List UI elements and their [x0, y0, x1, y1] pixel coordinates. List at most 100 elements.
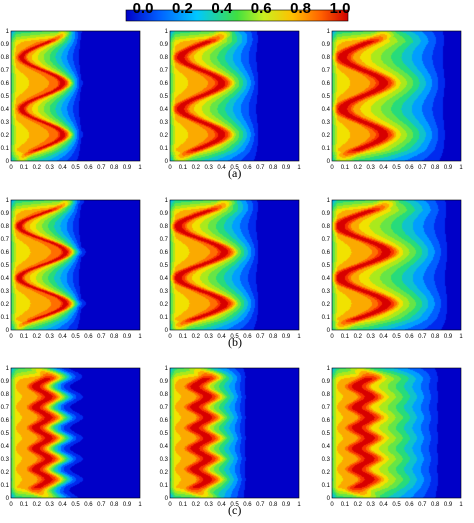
x-tick-label: 1 — [138, 502, 142, 508]
x-tick-label: 1 — [459, 502, 463, 508]
y-tick-label: 1 — [165, 366, 169, 372]
x-tick-label: 0.5 — [230, 165, 239, 171]
contour-panel: 0 0.1 0.2 0.3 0.4 0.5 0.6 0.7 0.8 0.9 100.10.20.30… — [322, 366, 464, 508]
y-tick-label: 1 — [327, 198, 331, 204]
contour-panel: 0 0.1 0.2 0.3 0.4 0.5 0.6 0.7 0.8 0.9 100.10.20.30… — [322, 29, 464, 171]
x-tick-label: 0 — [9, 334, 13, 340]
y-tick-label: 0.6 — [160, 418, 169, 424]
y-tick-label: 0.8 — [160, 55, 169, 61]
x-tick-label: 0.1 — [179, 502, 188, 508]
x-tick-label: 0.1 — [179, 165, 188, 171]
contour-field — [332, 200, 461, 330]
x-tick-label: 0.9 — [123, 502, 132, 508]
y-tick-label: 0.4 — [322, 444, 331, 450]
row-caption: (c) — [228, 503, 242, 517]
y-tick-label: 0.1 — [322, 483, 331, 489]
y-tick-label: 0.9 — [322, 42, 331, 48]
x-tick-label: 0.9 — [282, 502, 291, 508]
y-tick-label: 0.9 — [1, 211, 10, 217]
y-tick-label: 0.8 — [160, 224, 169, 230]
x-tick-label: 0.3 — [205, 502, 214, 508]
y-tick-label: 0.8 — [322, 55, 331, 61]
y-tick-label: 0.3 — [1, 457, 10, 463]
x-tick-label: 1 — [138, 165, 142, 171]
y-tick-label: 0.7 — [1, 405, 10, 411]
y-tick-label: 0.2 — [160, 133, 169, 139]
y-tick-label: 1 — [165, 29, 169, 35]
x-tick-label: 0.9 — [123, 334, 132, 340]
y-tick-label: 0.6 — [322, 81, 331, 87]
y-tick-label: 0.7 — [160, 405, 169, 411]
contour-field — [11, 200, 140, 330]
y-tick-label: 0.8 — [1, 392, 10, 398]
y-tick-label: 1 — [6, 198, 10, 204]
x-tick-label: 0.8 — [110, 165, 119, 171]
panel-frame — [169, 367, 300, 499]
y-tick-label: 0.7 — [322, 237, 331, 243]
x-tick-label: 0.6 — [405, 165, 414, 171]
x-tick-label: 0.7 — [418, 165, 427, 171]
x-tick-label: 1 — [297, 334, 301, 340]
y-tick-label: 0.2 — [1, 302, 10, 308]
y-tick-label: 0.5 — [160, 263, 169, 269]
y-tick-label: 0.7 — [322, 68, 331, 74]
y-tick-label: 0.4 — [160, 276, 169, 282]
y-tick-label: 0.3 — [322, 289, 331, 295]
y-tick-label: 0.9 — [1, 379, 10, 385]
y-tick-label: 0.6 — [160, 81, 169, 87]
y-tick-label: 0.5 — [322, 94, 331, 100]
x-tick-label: 0.5 — [392, 334, 401, 340]
x-tick-label: 0.3 — [367, 502, 376, 508]
colorbar-tick-label: 0.8 — [290, 0, 311, 17]
y-tick-label: 1 — [6, 366, 10, 372]
x-tick-label: 0.8 — [431, 502, 440, 508]
y-tick-label: 0.7 — [322, 405, 331, 411]
y-tick-label: 0.3 — [160, 289, 169, 295]
y-tick-label: 0.2 — [322, 302, 331, 308]
x-tick-label: 1 — [459, 334, 463, 340]
y-tick-label: 0.4 — [1, 276, 10, 282]
x-tick-label: 0.6 — [84, 334, 93, 340]
y-tick-label: 0.7 — [160, 237, 169, 243]
y-tick-label: 0 — [6, 328, 10, 334]
y-tick-label: 0.5 — [322, 431, 331, 437]
y-tick-label: 0.3 — [322, 457, 331, 463]
y-tick-label: 0.3 — [160, 457, 169, 463]
colorbar-tick-label: 1.0 — [330, 0, 351, 17]
x-tick-label: 0.2 — [33, 165, 42, 171]
x-tick-label: 0.1 — [20, 165, 29, 171]
y-tick-label: 0.6 — [1, 250, 10, 256]
x-tick-label: 0 — [9, 165, 13, 171]
panel-frame — [10, 30, 141, 162]
x-tick-label: 0.2 — [354, 502, 363, 508]
colorbar-gradient — [125, 9, 349, 22]
y-tick-label: 0.3 — [322, 120, 331, 126]
y-tick-label: 0.9 — [160, 379, 169, 385]
y-tick-label: 0.4 — [322, 276, 331, 282]
x-tick-label: 0 — [330, 165, 334, 171]
x-tick-label: 0.3 — [46, 502, 55, 508]
x-tick-label: 0.2 — [33, 502, 42, 508]
y-tick-label: 0.9 — [322, 211, 331, 217]
row-caption: (b) — [228, 335, 242, 349]
colorbar-tick-label: 0.0 — [133, 0, 154, 17]
contour-panel: 0 0.1 0.2 0.3 0.4 0.5 0.6 0.7 0.8 0.9 100.10.20.30… — [1, 198, 143, 340]
x-tick-label: 1 — [138, 334, 142, 340]
y-tick-label: 0.6 — [322, 250, 331, 256]
x-tick-label: 0.9 — [444, 334, 453, 340]
contour-panel: 0 0.1 0.2 0.3 0.4 0.5 0.6 0.7 0.8 0.9 100.10.20.30… — [322, 198, 464, 340]
x-tick-label: 0.1 — [341, 334, 350, 340]
x-tick-label: 0.1 — [179, 334, 188, 340]
panel-frame — [331, 367, 462, 499]
y-tick-label: 0.6 — [1, 418, 10, 424]
contour-panel: 0 0.1 0.2 0.3 0.4 0.5 0.6 0.7 0.8 0.9 100.10.20.30… — [160, 366, 302, 508]
x-tick-label: 0.6 — [405, 334, 414, 340]
contour-field — [332, 31, 461, 161]
contour-field — [11, 368, 140, 498]
x-tick-label: 0.3 — [367, 165, 376, 171]
x-tick-label: 0.1 — [341, 165, 350, 171]
x-tick-label: 0.3 — [46, 165, 55, 171]
x-tick-label: 0.5 — [392, 502, 401, 508]
x-tick-label: 0.3 — [205, 165, 214, 171]
x-tick-label: 0.7 — [256, 334, 265, 340]
